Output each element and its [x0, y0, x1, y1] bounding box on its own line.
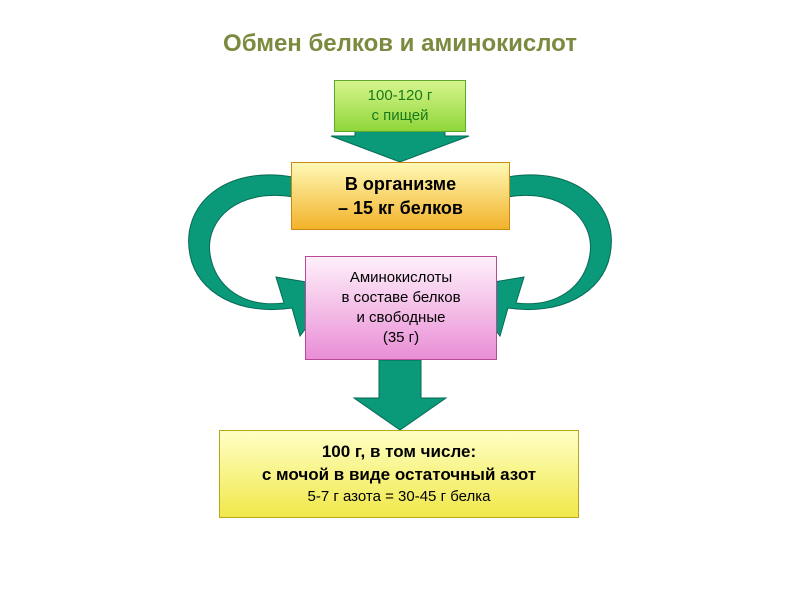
organism-line2: – 15 кг белков: [338, 196, 463, 220]
output-line3: 5-7 г азота = 30-45 г белка: [308, 487, 491, 507]
arrow-down-output: [354, 360, 446, 430]
box-output: 100 г, в том числе: с мочой в виде остат…: [219, 430, 579, 518]
page-title: Обмен белков и аминокислот: [0, 30, 800, 58]
amino-line3: и свободные: [357, 308, 446, 328]
amino-line4: (35 г): [383, 328, 419, 348]
box-organism: В организме – 15 кг белков: [291, 162, 510, 230]
intake-line1: 100-120 г: [368, 86, 433, 106]
organism-line1: В организме: [345, 172, 456, 196]
amino-line1: Аминокислоты: [350, 268, 452, 288]
output-line2: с мочой в виде остаточный азот: [262, 464, 536, 487]
box-intake: 100-120 г с пищей: [334, 80, 466, 132]
intake-line2: с пищей: [371, 106, 428, 126]
amino-line2: в составе белков: [341, 288, 460, 308]
box-amino: Аминокислоты в составе белков и свободны…: [305, 256, 497, 360]
output-line1: 100 г, в том числе:: [322, 441, 476, 464]
